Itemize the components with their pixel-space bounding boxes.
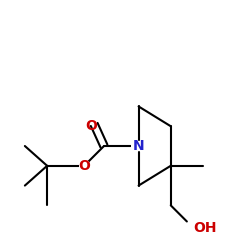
FancyBboxPatch shape	[87, 114, 97, 124]
Text: O: O	[78, 159, 90, 173]
FancyBboxPatch shape	[131, 141, 146, 151]
FancyBboxPatch shape	[183, 223, 203, 232]
FancyBboxPatch shape	[79, 161, 89, 171]
Text: OH: OH	[193, 220, 216, 234]
Text: N: N	[133, 139, 144, 153]
Text: O: O	[86, 119, 98, 133]
